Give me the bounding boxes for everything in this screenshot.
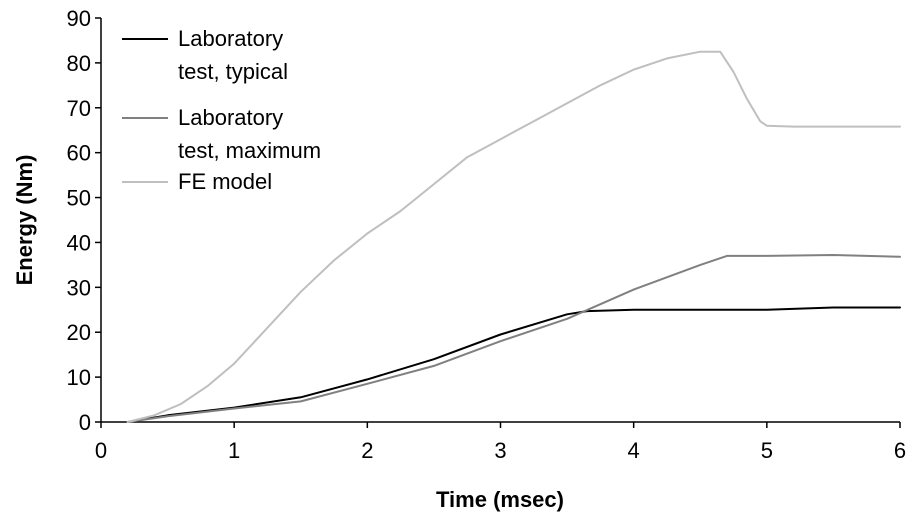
series-line-3 (126, 50, 901, 423)
y-tick-label: 50 (67, 186, 91, 211)
y-tick-label: 20 (67, 320, 91, 345)
legend-label: test, maximum (178, 138, 321, 163)
x-tick-label: 1 (228, 438, 240, 463)
series-line-1 (126, 306, 901, 423)
y-ticks: 0 10 20 30 40 50 60 70 80 90 (67, 6, 101, 435)
x-tick-label: 5 (761, 438, 773, 463)
x-tick-label: 2 (361, 438, 373, 463)
x-tick-label: 4 (628, 438, 640, 463)
x-tick-label: 6 (894, 438, 906, 463)
y-tick-label: 60 (67, 141, 91, 166)
x-ticks: 0 1 2 3 4 5 6 (95, 422, 906, 463)
legend-label: Laboratory (178, 105, 283, 130)
y-tick-label: 80 (67, 51, 91, 76)
legend-label: test, typical (178, 59, 288, 84)
x-tick-label: 3 (494, 438, 506, 463)
x-axis-title: Time (msec) (436, 487, 564, 512)
y-tick-label: 40 (67, 230, 91, 255)
y-tick-label: 0 (79, 410, 91, 435)
legend-label: FE model (178, 169, 272, 194)
series-line-2 (126, 254, 901, 423)
x-tick-label: 0 (95, 438, 107, 463)
y-tick-label: 70 (67, 96, 91, 121)
legend: Laboratory test, typical Laboratory test, m… (122, 26, 321, 194)
legend-label: Laboratory (178, 26, 283, 51)
y-tick-label: 10 (67, 365, 91, 390)
y-tick-label: 30 (67, 275, 91, 300)
series-layer (126, 50, 901, 423)
y-axis-title: Energy (Nm) (12, 155, 37, 286)
y-tick-label: 90 (67, 6, 91, 31)
